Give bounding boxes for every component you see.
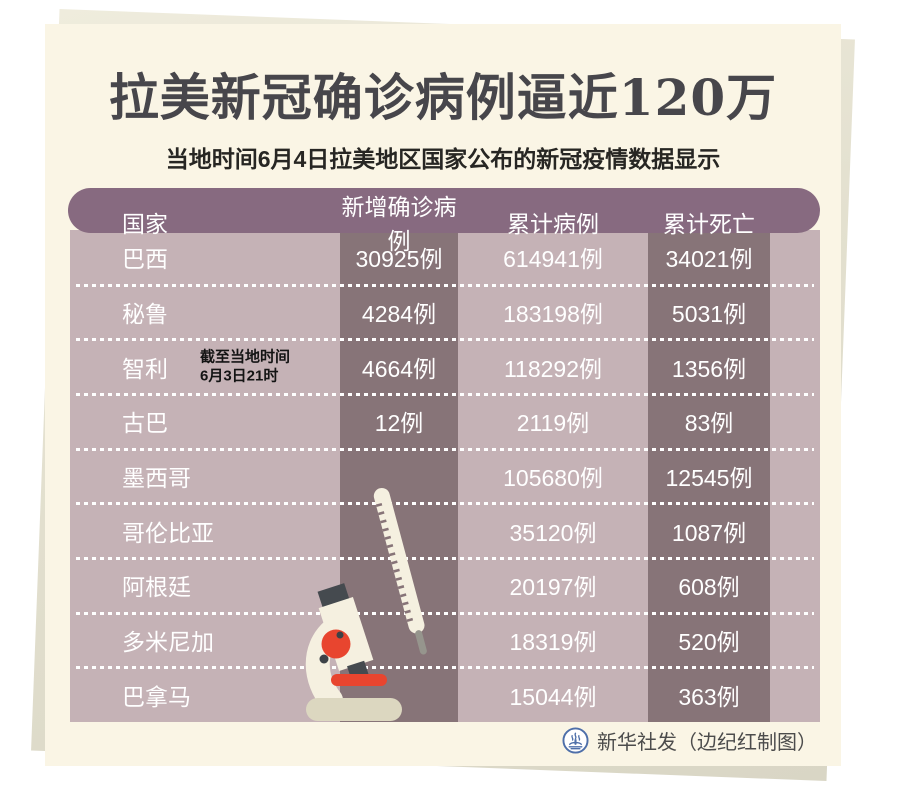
table-rows: 巴西 30925例 614941例 34021例 秘鲁 4284例 183198… [70, 230, 820, 722]
country-label: 墨西哥 [122, 464, 191, 491]
country-label: 阿根廷 [122, 574, 191, 601]
total-cases-value: 614941例 [503, 246, 603, 273]
total-cases-value: 183198例 [503, 300, 603, 327]
deaths-value: 83例 [684, 410, 734, 437]
row-note: 截至当地时间 6月3日21时 [200, 348, 291, 385]
country-label: 秘鲁 [122, 300, 168, 327]
table-row: 智利 截至当地时间 6月3日21时 4664例 118292例 1356例 [70, 338, 820, 394]
column-header-deaths: 累计死亡 [663, 211, 755, 237]
table-row: 阿根廷 20197例 608例 [70, 557, 820, 613]
total-cases-value: 2119例 [516, 410, 590, 437]
column-header-country: 国家 [122, 211, 168, 237]
total-cases-value: 118292例 [503, 355, 603, 382]
microscope-illustration [305, 583, 402, 721]
new-cases-value: 12例 [374, 410, 424, 437]
thermometer-illustration [373, 487, 427, 655]
credit-text: 新华社发（边纪红制图） [597, 732, 817, 754]
deaths-value: 1356例 [671, 355, 747, 382]
page-subtitle: 当地时间6月4日拉美地区国家公布的新冠疫情数据显示 [165, 146, 721, 172]
deaths-value: 608例 [678, 574, 740, 601]
total-cases-value: 15044例 [509, 683, 597, 710]
deaths-value: 5031例 [671, 300, 747, 327]
total-cases-value: 20197例 [509, 574, 597, 601]
deaths-value: 34021例 [665, 246, 753, 273]
new-cases-value: 4284例 [361, 300, 437, 327]
lab-illustration [305, 487, 427, 721]
new-cases-value: 4664例 [361, 355, 437, 382]
column-header-new-cases: 新增确诊病例 [341, 194, 457, 254]
table-row: 秘鲁 4284例 183198例 5031例 [70, 283, 820, 340]
table-row: 巴拿马 15044例 363例 [70, 666, 820, 722]
country-label: 多米尼加 [122, 628, 214, 655]
table-row: 哥伦比亚 35120例 1087例 [70, 502, 820, 558]
xinhua-emblem-icon [562, 727, 589, 754]
deaths-value: 1087例 [671, 519, 747, 546]
table-row: 墨西哥 105680例 12545例 [70, 447, 820, 504]
table-header: 国家 新增确诊病例 累计病例 累计死亡 [68, 188, 820, 254]
column-header-total-cases: 累计病例 [507, 211, 599, 237]
table-row: 古巴 12例 2119例 83例 [70, 393, 820, 449]
total-cases-value: 35120例 [509, 519, 597, 546]
total-cases-value: 18319例 [509, 628, 597, 655]
table-row: 巴西 30925例 614941例 34021例 [70, 230, 820, 285]
deaths-value: 520例 [678, 628, 740, 655]
total-cases-value: 105680例 [503, 464, 603, 491]
page-title: 拉美新冠确诊病例逼近120万 [108, 68, 778, 127]
table-row: 多米尼加 18319例 520例 [70, 611, 820, 668]
deaths-value: 363例 [678, 683, 740, 710]
credit-line: 新华社发（边纪红制图） [562, 726, 817, 755]
country-label: 巴拿马 [122, 683, 191, 710]
deaths-value: 12545例 [665, 464, 753, 491]
deaths-column-shade [648, 230, 770, 722]
country-label: 古巴 [122, 410, 168, 437]
infographic-card: 拉美新冠确诊病例逼近120万 当地时间6月4日拉美地区国家公布的新冠疫情数据显示… [45, 24, 841, 766]
table-body: 巴西 30925例 614941例 34021例 秘鲁 4284例 183198… [70, 230, 820, 722]
country-label: 哥伦比亚 [122, 519, 214, 546]
country-label: 智利 [122, 355, 168, 382]
new-cases-value: 30925例 [355, 246, 443, 273]
country-label: 巴西 [122, 246, 168, 273]
